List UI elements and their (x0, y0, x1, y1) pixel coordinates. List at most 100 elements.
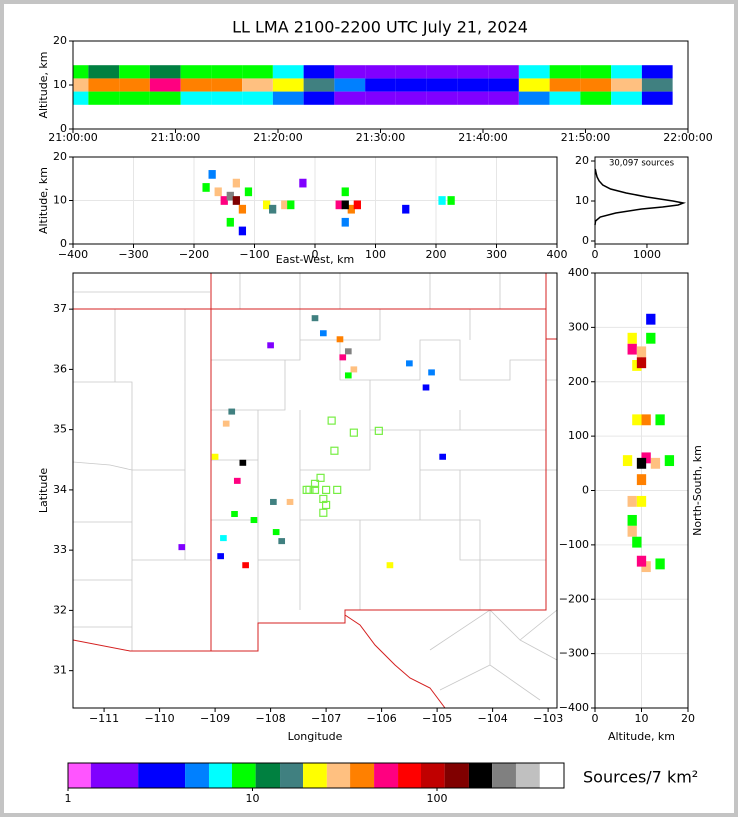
density-cell (303, 78, 335, 92)
density-cell (549, 65, 581, 79)
density-cell (518, 91, 550, 105)
x-tick-label: 21:50:00 (561, 131, 610, 144)
x-tick-label: 400 (547, 248, 568, 261)
density-cell (365, 91, 396, 105)
colorbar-frame (67, 762, 565, 789)
density-cell (226, 217, 234, 227)
density-cell (238, 226, 247, 236)
density-cell (244, 187, 253, 197)
density-cell (232, 196, 240, 205)
y-axis-label: North-South, km (691, 445, 704, 536)
density-cell (336, 336, 344, 343)
density-cell (250, 517, 258, 524)
x-tick-label: 22:00:00 (663, 131, 712, 144)
density-cell (73, 78, 89, 92)
density-cell (149, 91, 181, 105)
y-tick-label: −100 (559, 538, 589, 551)
x-tick-label: −110 (144, 712, 174, 725)
x-tick-label: −108 (255, 712, 285, 725)
density-cell (180, 78, 212, 92)
density-cell (580, 91, 612, 105)
station (319, 494, 328, 504)
y-tick-label: 33 (53, 543, 67, 556)
density-cell (636, 474, 647, 486)
density-cell (339, 354, 347, 361)
density-cell (636, 495, 647, 507)
density-cell (228, 408, 236, 415)
density-cell (202, 183, 210, 192)
x-tick-label: 0 (592, 248, 599, 261)
x-tick-label: 21:10:00 (151, 131, 200, 144)
density-cell (406, 360, 413, 367)
x-axis-label: Longitude (288, 730, 343, 743)
y-tick-label: 300 (568, 320, 589, 333)
density-cell (636, 457, 647, 469)
density-cell (220, 196, 228, 205)
density-cell (627, 495, 637, 507)
density-cell (611, 91, 642, 105)
station (319, 508, 328, 517)
density-cell (428, 369, 435, 376)
density-cell (622, 455, 633, 467)
chart-title: LL LMA 2100-2200 UTC July 21, 2024 (232, 18, 528, 37)
colorbar-bin (208, 763, 232, 788)
colorbar-bin (231, 763, 256, 788)
density-cell (457, 91, 489, 105)
density-cell (272, 65, 304, 79)
station (302, 485, 311, 494)
colorbar-tick-label: 1 (65, 792, 72, 805)
density-cell (335, 200, 343, 210)
station (330, 446, 339, 455)
density-cell (269, 204, 277, 214)
density-cell (217, 553, 224, 560)
density-cell (632, 414, 642, 426)
altitude-profile (594, 168, 687, 226)
station (333, 485, 342, 494)
x-tick-label: −104 (478, 712, 508, 725)
y-tick-label: 36 (53, 362, 67, 375)
density-cell (636, 555, 647, 567)
density-cell (319, 330, 327, 337)
y-axis-label: Altitude, km (37, 167, 50, 234)
density-cell (580, 78, 612, 92)
map-lines (73, 273, 557, 708)
colorbar-bin (374, 763, 399, 788)
density-cell (149, 78, 181, 92)
density-cell (457, 78, 489, 92)
x-tick-label: −100 (239, 248, 269, 261)
county-lines (73, 273, 557, 701)
colorbar-bin (492, 763, 516, 788)
density-cell (119, 65, 150, 79)
station (310, 479, 320, 488)
density-cell (402, 204, 410, 214)
x-tick-label: −400 (58, 248, 88, 261)
x-tick-label: 21:20:00 (253, 131, 302, 144)
density-cell (267, 342, 274, 349)
density-cell (239, 459, 247, 466)
x-tick-label: −200 (179, 248, 209, 261)
plot-area (73, 65, 673, 105)
station (322, 500, 331, 510)
x-tick-label: 21:40:00 (458, 131, 507, 144)
density-cell (149, 65, 181, 79)
density-cell (447, 196, 455, 205)
density-cell (488, 78, 519, 92)
density-cell (641, 65, 673, 79)
density-cell (299, 178, 307, 188)
density-cell (180, 65, 212, 79)
density-cell (664, 455, 675, 467)
y-tick-label: 0 (582, 234, 589, 247)
density-cell (222, 420, 230, 427)
x-tick-label: −300 (118, 248, 148, 261)
density-cell (611, 78, 642, 92)
density-cell (73, 65, 89, 79)
density-cell (211, 91, 243, 105)
colorbar-label: Sources/7 km² (583, 768, 698, 787)
density-cell (242, 91, 273, 105)
density-cell (632, 536, 642, 548)
y-tick-label: 31 (53, 664, 67, 677)
density-cell (641, 414, 651, 426)
x-axis-label: East-West, km (276, 253, 354, 266)
x-tick-label: 1000 (633, 248, 661, 261)
y-tick-label: 34 (53, 483, 67, 496)
